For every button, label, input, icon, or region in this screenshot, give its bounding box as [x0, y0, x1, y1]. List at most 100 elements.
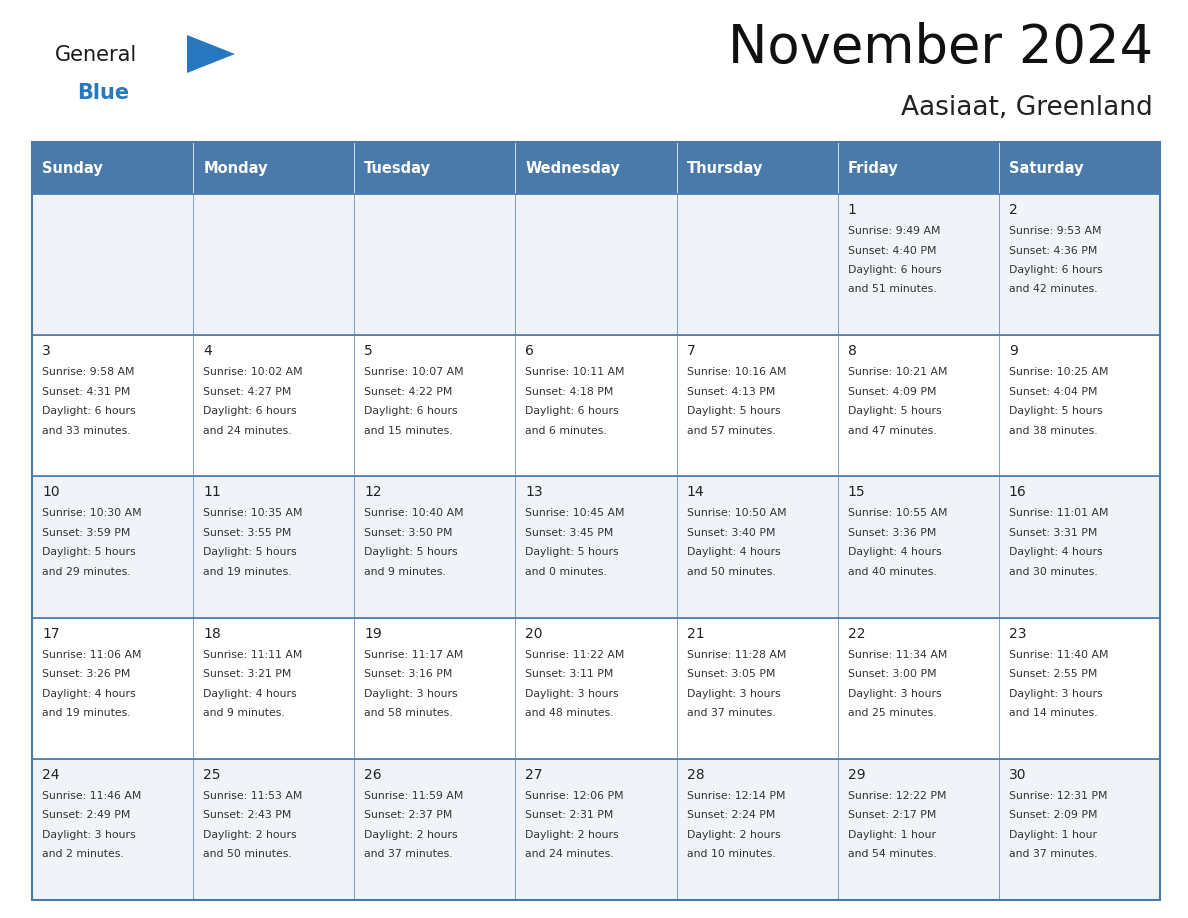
Text: Daylight: 6 hours: Daylight: 6 hours	[1009, 265, 1102, 275]
Text: November 2024: November 2024	[728, 22, 1154, 74]
Text: Daylight: 5 hours: Daylight: 5 hours	[1009, 406, 1102, 416]
Text: 30: 30	[1009, 767, 1026, 782]
Text: 27: 27	[525, 767, 543, 782]
Text: Sunrise: 12:06 PM: Sunrise: 12:06 PM	[525, 790, 624, 800]
Text: 13: 13	[525, 486, 543, 499]
Text: Sunset: 4:09 PM: Sunset: 4:09 PM	[848, 386, 936, 397]
Bar	[999, 618, 1159, 759]
Text: and 33 minutes.: and 33 minutes.	[42, 426, 131, 436]
Text: Sunrise: 9:49 AM: Sunrise: 9:49 AM	[848, 226, 940, 236]
Text: Sunset: 3:16 PM: Sunset: 3:16 PM	[365, 669, 453, 679]
Bar	[516, 194, 677, 335]
Text: Sunset: 3:05 PM: Sunset: 3:05 PM	[687, 669, 775, 679]
Text: Sunrise: 11:06 AM: Sunrise: 11:06 AM	[42, 650, 141, 660]
Text: Sunset: 2:55 PM: Sunset: 2:55 PM	[1009, 669, 1098, 679]
Text: Sunset: 4:18 PM: Sunset: 4:18 PM	[525, 386, 614, 397]
Text: Daylight: 6 hours: Daylight: 6 hours	[848, 265, 941, 275]
Text: Sunset: 3:00 PM: Sunset: 3:00 PM	[848, 669, 936, 679]
Text: 4: 4	[203, 344, 211, 358]
Text: Sunset: 4:22 PM: Sunset: 4:22 PM	[365, 386, 453, 397]
Text: Daylight: 3 hours: Daylight: 3 hours	[1009, 688, 1102, 699]
Bar	[999, 759, 1159, 900]
Text: Daylight: 5 hours: Daylight: 5 hours	[848, 406, 941, 416]
Text: Sunrise: 10:40 AM: Sunrise: 10:40 AM	[365, 509, 463, 519]
Bar	[32, 618, 194, 759]
Text: 6: 6	[525, 344, 535, 358]
Text: Daylight: 3 hours: Daylight: 3 hours	[848, 688, 941, 699]
Text: Sunset: 2:09 PM: Sunset: 2:09 PM	[1009, 811, 1098, 821]
Bar	[838, 194, 999, 335]
Text: and 57 minutes.: and 57 minutes.	[687, 426, 776, 436]
Text: and 37 minutes.: and 37 minutes.	[365, 849, 453, 859]
Text: 15: 15	[848, 486, 865, 499]
Bar	[354, 618, 516, 759]
Text: and 47 minutes.: and 47 minutes.	[848, 426, 936, 436]
Text: Sunrise: 11:34 AM: Sunrise: 11:34 AM	[848, 650, 947, 660]
Bar	[32, 142, 1159, 900]
Bar	[32, 335, 194, 476]
Bar	[516, 759, 677, 900]
Bar	[32, 194, 194, 335]
Text: and 19 minutes.: and 19 minutes.	[42, 708, 131, 718]
Text: Sunset: 3:45 PM: Sunset: 3:45 PM	[525, 528, 614, 538]
Text: Daylight: 1 hour: Daylight: 1 hour	[848, 830, 936, 840]
Text: Sunrise: 11:46 AM: Sunrise: 11:46 AM	[42, 790, 141, 800]
Text: and 48 minutes.: and 48 minutes.	[525, 708, 614, 718]
Text: 12: 12	[365, 486, 381, 499]
Text: and 25 minutes.: and 25 minutes.	[848, 708, 936, 718]
Text: and 9 minutes.: and 9 minutes.	[203, 708, 285, 718]
Bar	[194, 194, 354, 335]
Bar	[838, 476, 999, 618]
Text: Sunset: 4:36 PM: Sunset: 4:36 PM	[1009, 245, 1098, 255]
Text: Sunrise: 10:35 AM: Sunrise: 10:35 AM	[203, 509, 303, 519]
Text: Sunset: 2:37 PM: Sunset: 2:37 PM	[365, 811, 453, 821]
Text: Monday: Monday	[203, 161, 267, 175]
Bar	[516, 476, 677, 618]
Text: 29: 29	[848, 767, 865, 782]
Text: Sunset: 2:49 PM: Sunset: 2:49 PM	[42, 811, 131, 821]
Text: Daylight: 5 hours: Daylight: 5 hours	[365, 547, 457, 557]
Text: Sunset: 4:31 PM: Sunset: 4:31 PM	[42, 386, 131, 397]
Text: 2: 2	[1009, 203, 1018, 217]
Text: 22: 22	[848, 627, 865, 641]
Text: Sunset: 4:04 PM: Sunset: 4:04 PM	[1009, 386, 1098, 397]
Text: and 38 minutes.: and 38 minutes.	[1009, 426, 1098, 436]
Text: Sunset: 3:36 PM: Sunset: 3:36 PM	[848, 528, 936, 538]
Text: Sunset: 2:24 PM: Sunset: 2:24 PM	[687, 811, 775, 821]
Text: and 6 minutes.: and 6 minutes.	[525, 426, 607, 436]
Text: 26: 26	[365, 767, 381, 782]
Text: and 24 minutes.: and 24 minutes.	[525, 849, 614, 859]
Bar	[354, 142, 516, 194]
Text: Sunset: 2:17 PM: Sunset: 2:17 PM	[848, 811, 936, 821]
Text: Daylight: 5 hours: Daylight: 5 hours	[42, 547, 135, 557]
Bar	[838, 759, 999, 900]
Polygon shape	[187, 35, 235, 73]
Text: and 42 minutes.: and 42 minutes.	[1009, 285, 1098, 295]
Bar	[677, 142, 838, 194]
Text: 25: 25	[203, 767, 221, 782]
Text: and 2 minutes.: and 2 minutes.	[42, 849, 124, 859]
Bar	[999, 194, 1159, 335]
Text: Sunset: 4:27 PM: Sunset: 4:27 PM	[203, 386, 291, 397]
Bar	[194, 759, 354, 900]
Text: 23: 23	[1009, 627, 1026, 641]
Bar	[354, 335, 516, 476]
Text: and 29 minutes.: and 29 minutes.	[42, 567, 131, 577]
Text: General: General	[55, 45, 138, 65]
Text: Daylight: 4 hours: Daylight: 4 hours	[848, 547, 941, 557]
Text: Sunrise: 12:22 PM: Sunrise: 12:22 PM	[848, 790, 946, 800]
Bar	[838, 618, 999, 759]
Text: Sunrise: 11:22 AM: Sunrise: 11:22 AM	[525, 650, 625, 660]
Text: Daylight: 1 hour: Daylight: 1 hour	[1009, 830, 1097, 840]
Bar	[354, 194, 516, 335]
Bar	[194, 618, 354, 759]
Text: Daylight: 3 hours: Daylight: 3 hours	[525, 688, 619, 699]
Text: Sunset: 3:50 PM: Sunset: 3:50 PM	[365, 528, 453, 538]
Text: 17: 17	[42, 627, 59, 641]
Text: 19: 19	[365, 627, 383, 641]
Bar	[838, 335, 999, 476]
Bar	[677, 618, 838, 759]
Text: Sunset: 3:55 PM: Sunset: 3:55 PM	[203, 528, 291, 538]
Text: Sunrise: 12:14 PM: Sunrise: 12:14 PM	[687, 790, 785, 800]
Text: Sunset: 3:59 PM: Sunset: 3:59 PM	[42, 528, 131, 538]
